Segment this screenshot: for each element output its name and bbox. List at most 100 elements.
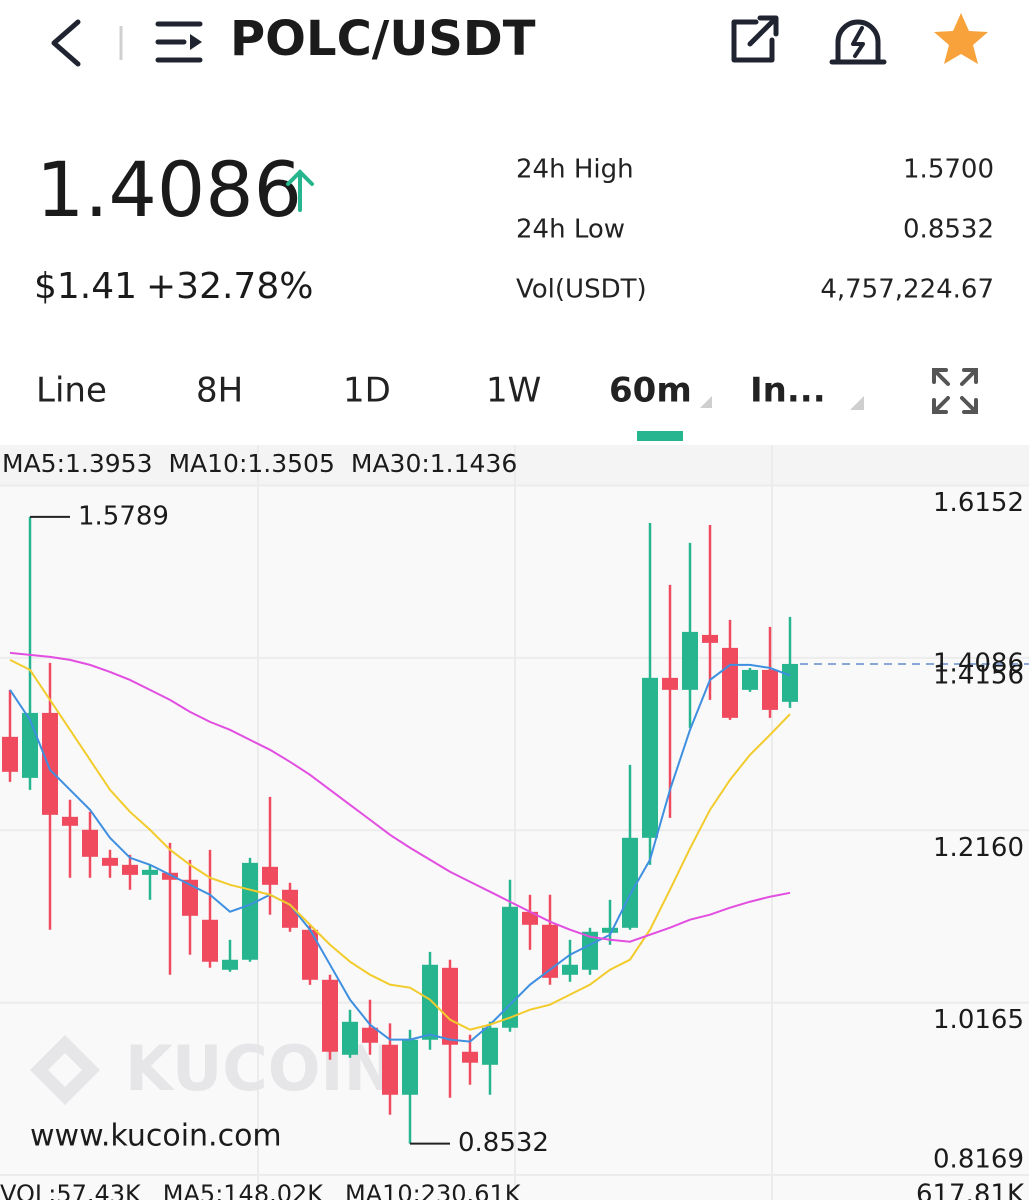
candle-body xyxy=(202,919,218,962)
indicator-tab[interactable]: In... xyxy=(750,371,826,411)
share-box[interactable] xyxy=(731,19,775,63)
pair-title: POLC/USDT xyxy=(230,11,536,67)
candle-body xyxy=(422,964,438,1040)
bell-dome[interactable] xyxy=(835,19,881,63)
watermark-url: www.kucoin.com xyxy=(30,1119,282,1154)
corner[interactable] xyxy=(932,368,950,386)
stat-label: Vol(USDT) xyxy=(516,275,647,305)
y-tick-label: 1.2160 xyxy=(933,833,1024,863)
candle-body xyxy=(302,929,318,980)
candle-body xyxy=(442,967,458,1045)
candle-body xyxy=(162,872,178,880)
label-layer: 1.6152 1.4156 1.2160 1.0165 0.8169 MA5:1.3953… xyxy=(0,449,1029,1200)
candle-body xyxy=(122,864,138,875)
up-arrow xyxy=(286,169,314,212)
dropdown-caret[interactable] xyxy=(850,396,864,410)
active-underline xyxy=(637,431,683,441)
alert-button[interactable] xyxy=(829,19,887,65)
stat-value: 1.5700 xyxy=(903,155,994,185)
last-price: 1.4086 xyxy=(36,145,302,234)
volume-legend: VOL:57.43K xyxy=(0,1180,142,1200)
candle-body xyxy=(42,712,58,815)
share-arrow[interactable] xyxy=(747,15,779,47)
interval-tab[interactable]: 8H xyxy=(196,371,243,411)
candle-body xyxy=(482,1027,498,1065)
candle-body xyxy=(462,1051,478,1063)
candle-body xyxy=(542,924,558,978)
candle-body xyxy=(562,964,578,975)
usd-price: $1.41 xyxy=(34,266,137,307)
stat-label: 24h High xyxy=(516,155,634,185)
candle-body xyxy=(602,927,618,933)
ma-line xyxy=(9,651,791,943)
watermark-logo xyxy=(30,1035,100,1105)
candle-body xyxy=(682,631,698,690)
candle-body xyxy=(722,647,738,718)
candle-body xyxy=(402,1039,418,1095)
volume-legend: MA5:148.02K xyxy=(163,1180,324,1200)
y-tick-label: 1.0165 xyxy=(933,1005,1024,1035)
candle-body xyxy=(582,931,598,970)
candle-body xyxy=(742,669,758,690)
candle-body xyxy=(702,634,718,643)
candle-body xyxy=(322,979,338,1052)
candle-body xyxy=(242,862,258,960)
favorite-star[interactable] xyxy=(934,13,988,64)
candle-body xyxy=(22,712,38,778)
corner[interactable] xyxy=(960,396,978,414)
back-button[interactable] xyxy=(51,19,81,67)
menu-arrow[interactable] xyxy=(190,34,202,50)
back-icon[interactable] xyxy=(51,19,81,67)
candle-body xyxy=(782,663,798,702)
candle-body xyxy=(62,816,78,826)
candle-body xyxy=(522,911,538,925)
interval-tab[interactable]: Line xyxy=(36,371,107,411)
last-price-label: 1.4086 xyxy=(933,648,1024,678)
interval-tab-active[interactable]: 60m xyxy=(609,371,692,411)
share-button[interactable] xyxy=(731,15,779,63)
candle-body xyxy=(662,677,678,690)
candle-body xyxy=(222,959,238,970)
candle-body xyxy=(282,889,298,928)
stat-value: 0.8532 xyxy=(903,215,994,245)
candle-body xyxy=(762,669,778,710)
bell-bolt[interactable] xyxy=(851,26,865,58)
candle-body xyxy=(262,866,278,885)
candle-body xyxy=(622,837,638,928)
corner[interactable] xyxy=(932,396,950,414)
stat-value: 4,757,224.67 xyxy=(820,275,994,305)
candle-body xyxy=(2,736,18,772)
candle-body xyxy=(382,1044,398,1095)
candle-body xyxy=(642,677,658,838)
candle-body xyxy=(102,857,118,866)
candle-body xyxy=(82,829,98,857)
extreme-label: 0.8532 xyxy=(458,1128,549,1158)
legend-entry: MA5:1.3953 xyxy=(2,449,152,478)
ma-line xyxy=(9,663,791,1043)
legend-entry: MA10:1.3505 xyxy=(168,449,334,478)
candle-body xyxy=(182,879,198,916)
candle-body xyxy=(362,1027,378,1043)
dropdown-caret[interactable] xyxy=(700,396,712,408)
candle-body xyxy=(342,1021,358,1055)
ma-line xyxy=(9,658,791,1031)
volume-legend: MA10:230.61K xyxy=(345,1180,522,1200)
y-tick-label: 1.6152 xyxy=(933,488,1024,518)
candle-body xyxy=(502,906,518,1028)
stat-label: 24h Low xyxy=(516,215,625,245)
menu-button[interactable] xyxy=(155,21,203,63)
interval-tab[interactable]: 1D xyxy=(343,371,391,411)
corner[interactable] xyxy=(960,368,978,386)
legend-entry: MA30:1.1436 xyxy=(351,449,517,478)
watermark: KUCOIN www.kucoin.com xyxy=(30,1032,395,1154)
price-change: +32.78% xyxy=(146,266,313,307)
y-tick-label: 0.8169 xyxy=(933,1145,1024,1175)
volume-axis-label: 617.81K xyxy=(916,1180,1025,1200)
y-tick-label: 1.4156 xyxy=(933,660,1024,690)
fullscreen-button[interactable] xyxy=(932,368,978,414)
extreme-label: 1.5789 xyxy=(78,501,169,531)
candle-body xyxy=(142,869,158,875)
kline-chart: KUCOIN www.kucoin.com 1.6152 1.4156 1.2160… xyxy=(0,445,1029,1200)
interval-tab[interactable]: 1W xyxy=(486,371,541,411)
